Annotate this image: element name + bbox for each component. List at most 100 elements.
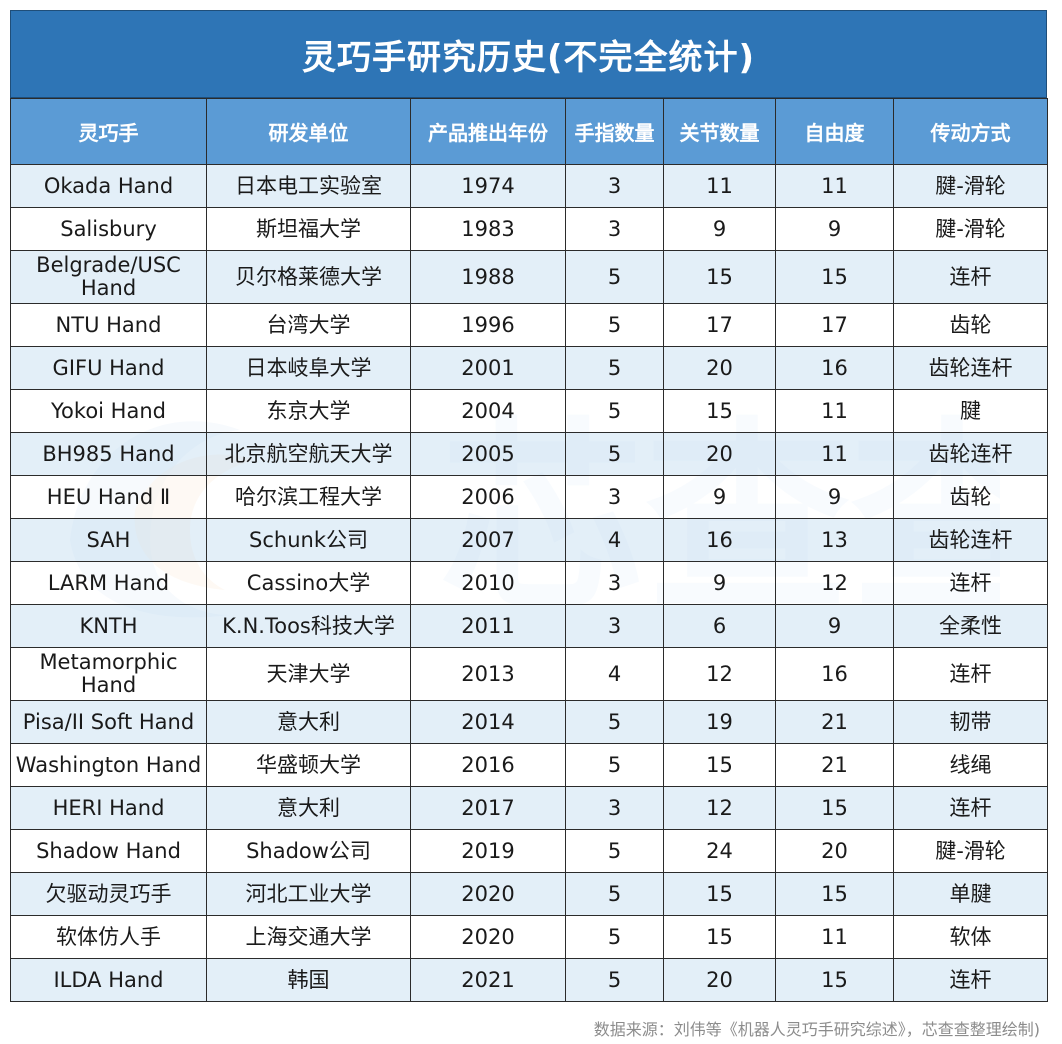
cell-drive: 单腱 [893, 872, 1048, 916]
cell-hand: HERI Hand [10, 786, 207, 830]
cell-org: 贝尔格莱德大学 [206, 250, 411, 304]
cell-dof: 9 [775, 604, 894, 648]
table-row: Pisa/II Soft Hand 意大利 2014 5 19 21 韧带 [10, 700, 1048, 744]
cell-dof: 11 [775, 915, 894, 959]
cell-hand: BH985 Hand [10, 432, 207, 476]
cell-org: 韩国 [206, 958, 411, 1002]
cell-dof: 17 [775, 303, 894, 347]
cell-fingers: 3 [565, 604, 664, 648]
header-joints: 关节数量 [663, 98, 776, 165]
cell-year: 2020 [410, 915, 566, 959]
cell-org: 哈尔滨工程大学 [206, 475, 411, 519]
cell-joints: 15 [663, 872, 776, 916]
cell-hand: NTU Hand [10, 303, 207, 347]
cell-dof: 15 [775, 786, 894, 830]
cell-org: Schunk公司 [206, 518, 411, 562]
cell-fingers: 3 [565, 164, 664, 208]
cell-drive: 齿轮连杆 [893, 432, 1048, 476]
cell-drive: 连杆 [893, 958, 1048, 1002]
cell-year: 2017 [410, 786, 566, 830]
header-drive: 传动方式 [893, 98, 1048, 165]
cell-year: 2020 [410, 872, 566, 916]
cell-drive: 韧带 [893, 700, 1048, 744]
cell-dof: 12 [775, 561, 894, 605]
cell-org: 华盛顿大学 [206, 743, 411, 787]
cell-org: Cassino大学 [206, 561, 411, 605]
cell-joints: 15 [663, 915, 776, 959]
cell-org: 天津大学 [206, 647, 411, 701]
cell-year: 2021 [410, 958, 566, 1002]
cell-drive: 腱 [893, 389, 1048, 433]
cell-year: 1974 [410, 164, 566, 208]
cell-hand: GIFU Hand [10, 346, 207, 390]
cell-year: 2013 [410, 647, 566, 701]
header-row: 灵巧手 研发单位 产品推出年份 手指数量 关节数量 自由度 传动方式 [10, 98, 1048, 165]
cell-dof: 21 [775, 743, 894, 787]
cell-year: 1988 [410, 250, 566, 304]
cell-dof: 15 [775, 250, 894, 304]
cell-fingers: 3 [565, 207, 664, 251]
cell-fingers: 5 [565, 346, 664, 390]
cell-fingers: 5 [565, 700, 664, 744]
cell-dof: 13 [775, 518, 894, 562]
cell-fingers: 4 [565, 518, 664, 562]
cell-dof: 16 [775, 346, 894, 390]
cell-hand: Metamorphic Hand [10, 647, 207, 701]
cell-joints: 12 [663, 786, 776, 830]
cell-hand: KNTH [10, 604, 207, 648]
cell-year: 2011 [410, 604, 566, 648]
table-row: Okada Hand 日本电工实验室 1974 3 11 11 腱-滑轮 [10, 164, 1048, 208]
cell-drive: 连杆 [893, 647, 1048, 701]
cell-org: 台湾大学 [206, 303, 411, 347]
cell-year: 2007 [410, 518, 566, 562]
cell-joints: 6 [663, 604, 776, 648]
table-body: Okada Hand 日本电工实验室 1974 3 11 11 腱-滑轮 Salisbury 斯… [10, 164, 1048, 1002]
cell-joints: 15 [663, 389, 776, 433]
table-row: GIFU Hand 日本岐阜大学 2001 5 20 16 齿轮连杆 [10, 346, 1048, 390]
cell-hand: 欠驱动灵巧手 [10, 872, 207, 916]
cell-org: 北京航空航天大学 [206, 432, 411, 476]
cell-fingers: 3 [565, 561, 664, 605]
cell-hand: Washington Hand [10, 743, 207, 787]
cell-org: 上海交通大学 [206, 915, 411, 959]
cell-fingers: 5 [565, 872, 664, 916]
cell-drive: 软体 [893, 915, 1048, 959]
cell-dof: 11 [775, 389, 894, 433]
cell-fingers: 5 [565, 743, 664, 787]
header-year: 产品推出年份 [410, 98, 566, 165]
table-row: ILDA Hand 韩国 2021 5 20 15 连杆 [10, 958, 1048, 1002]
cell-fingers: 5 [565, 250, 664, 304]
cell-dof: 11 [775, 432, 894, 476]
cell-org: 日本岐阜大学 [206, 346, 411, 390]
cell-hand: Okada Hand [10, 164, 207, 208]
cell-hand: Yokoi Hand [10, 389, 207, 433]
cell-dof: 16 [775, 647, 894, 701]
cell-drive: 腱-滑轮 [893, 829, 1048, 873]
cell-joints: 20 [663, 958, 776, 1002]
table-row: Metamorphic Hand 天津大学 2013 4 12 16 连杆 [10, 647, 1048, 701]
table-row: Yokoi Hand 东京大学 2004 5 15 11 腱 [10, 389, 1048, 433]
cell-hand: Shadow Hand [10, 829, 207, 873]
cell-dof: 9 [775, 475, 894, 519]
cell-dof: 11 [775, 164, 894, 208]
cell-fingers: 5 [565, 303, 664, 347]
cell-fingers: 5 [565, 432, 664, 476]
table-row: KNTH K.N.Toos科技大学 2011 3 6 9 全柔性 [10, 604, 1048, 648]
cell-hand: Pisa/II Soft Hand [10, 700, 207, 744]
cell-dof: 9 [775, 207, 894, 251]
table-row: Shadow Hand Shadow公司 2019 5 24 20 腱-滑轮 [10, 829, 1048, 873]
table-row: HEU Hand Ⅱ 哈尔滨工程大学 2006 3 9 9 齿轮 [10, 475, 1048, 519]
cell-fingers: 5 [565, 958, 664, 1002]
table-row: SAH Schunk公司 2007 4 16 13 齿轮连杆 [10, 518, 1048, 562]
cell-joints: 11 [663, 164, 776, 208]
table-row: HERI Hand 意大利 2017 3 12 15 连杆 [10, 786, 1048, 830]
header-fingers: 手指数量 [565, 98, 664, 165]
cell-year: 2004 [410, 389, 566, 433]
cell-year: 2014 [410, 700, 566, 744]
cell-drive: 腱-滑轮 [893, 207, 1048, 251]
cell-drive: 连杆 [893, 786, 1048, 830]
cell-joints: 15 [663, 743, 776, 787]
cell-year: 2010 [410, 561, 566, 605]
cell-hand: HEU Hand Ⅱ [10, 475, 207, 519]
cell-year: 2019 [410, 829, 566, 873]
